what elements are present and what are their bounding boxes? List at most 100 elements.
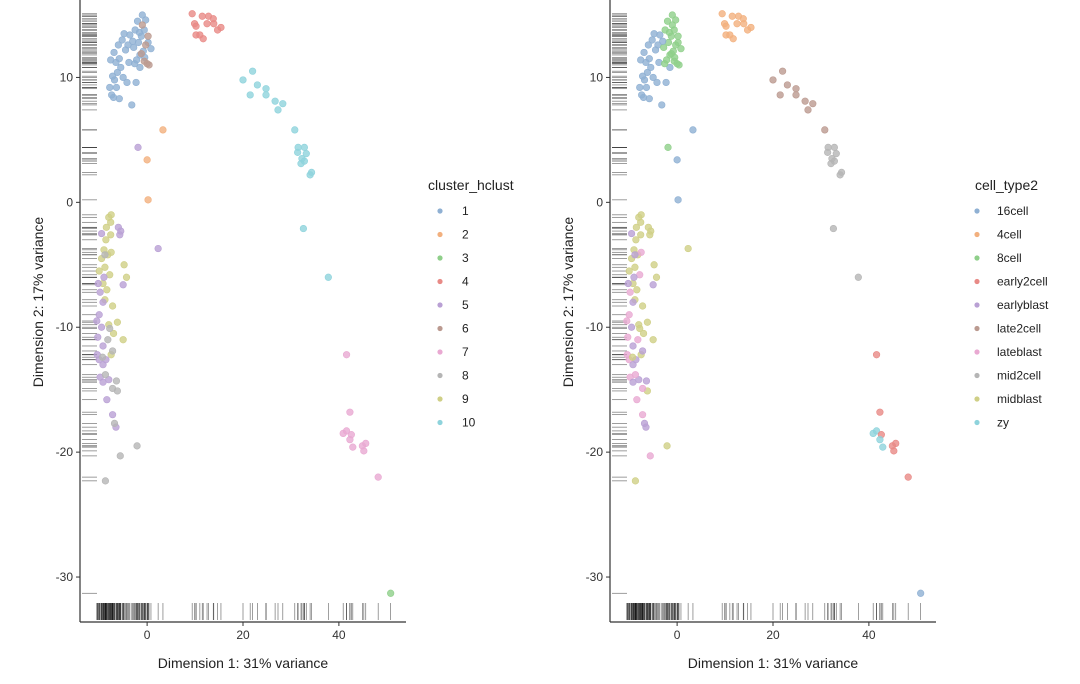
data-point — [632, 223, 640, 231]
legend-label: mid2cell — [997, 369, 1041, 383]
data-point — [299, 224, 308, 233]
data-point — [115, 55, 123, 63]
data-point — [675, 61, 683, 69]
data-point — [360, 447, 368, 455]
data-point — [642, 377, 651, 385]
y-tick-label: -30 — [586, 570, 604, 584]
legend-swatch — [437, 278, 443, 285]
data-point — [631, 371, 640, 379]
data-point — [94, 333, 102, 341]
data-point — [101, 251, 109, 259]
legend-swatch — [437, 255, 443, 261]
data-point — [143, 156, 151, 164]
data-point — [115, 95, 123, 103]
data-point — [262, 85, 270, 93]
data-point — [138, 11, 146, 19]
data-point — [638, 411, 647, 419]
data-point — [649, 336, 657, 344]
data-point — [627, 323, 636, 331]
data-point — [107, 211, 115, 219]
data-point — [248, 67, 257, 75]
data-point — [792, 85, 800, 93]
y-tick-label: 0 — [66, 195, 73, 209]
data-point — [663, 442, 671, 450]
data-point — [107, 56, 115, 64]
data-point — [830, 143, 838, 151]
legend-swatch — [437, 419, 443, 426]
data-point — [271, 97, 279, 105]
data-point — [136, 63, 144, 72]
data-point — [876, 436, 884, 444]
data-point — [116, 231, 124, 239]
data-point — [639, 329, 648, 338]
data-point — [119, 336, 127, 344]
data-point — [733, 20, 741, 28]
legend-swatch — [437, 396, 443, 402]
data-point — [203, 20, 211, 28]
data-point — [660, 43, 668, 52]
data-point — [116, 452, 124, 460]
legend-swatch — [974, 396, 980, 402]
legend-label: earlyblast — [997, 298, 1049, 312]
legend-swatch — [974, 349, 980, 355]
data-point — [638, 384, 647, 393]
data-point — [642, 83, 651, 92]
legend-swatch — [437, 231, 443, 238]
data-point — [661, 60, 669, 68]
legend-label: early2cell — [997, 275, 1048, 289]
data-point — [107, 248, 115, 256]
data-point — [658, 101, 666, 109]
data-point — [623, 317, 631, 325]
data-point — [130, 43, 138, 52]
data-point — [872, 427, 881, 435]
legend-label: zy — [997, 416, 1009, 430]
data-point — [809, 100, 817, 108]
data-point — [643, 68, 651, 77]
legend-label: 2 — [462, 228, 469, 242]
data-point — [663, 17, 672, 25]
data-point — [103, 396, 111, 404]
data-point — [655, 58, 663, 67]
data-point — [140, 57, 148, 65]
data-point — [677, 45, 685, 53]
legend-swatch — [437, 302, 443, 308]
legend-label: 3 — [462, 251, 469, 265]
data-point — [684, 244, 692, 253]
data-point — [649, 73, 657, 82]
legend-label: 10 — [462, 416, 476, 430]
data-point — [830, 157, 838, 165]
data-point — [674, 32, 682, 40]
data-point — [638, 347, 647, 355]
data-point — [638, 72, 647, 80]
data-point — [640, 419, 649, 428]
data-point — [114, 41, 122, 49]
legend-label: midblast — [997, 392, 1042, 406]
data-point — [729, 35, 737, 43]
y-axis-title: Dimension 2: 17% variance — [30, 217, 46, 388]
legend-swatch — [974, 372, 980, 379]
legend-swatch — [974, 302, 980, 308]
data-point — [99, 342, 107, 350]
data-point — [110, 419, 119, 428]
data-point — [625, 267, 633, 275]
legend-label: 5 — [462, 298, 469, 312]
data-point — [93, 317, 101, 325]
x-tick-label: 20 — [766, 628, 780, 642]
data-point — [674, 196, 682, 204]
data-point — [113, 68, 121, 77]
data-point — [239, 76, 247, 84]
data-point — [640, 48, 648, 57]
data-point — [672, 41, 680, 49]
data-point — [125, 58, 133, 67]
data-point — [95, 267, 103, 275]
data-point — [97, 323, 106, 331]
data-point — [128, 101, 136, 109]
data-point — [145, 61, 153, 69]
legend-label: lateblast — [997, 345, 1042, 359]
data-point — [387, 589, 395, 597]
data-point — [650, 261, 658, 269]
data-point — [137, 50, 145, 58]
data-point — [637, 248, 645, 256]
data-point — [342, 351, 351, 359]
data-point — [652, 273, 661, 281]
